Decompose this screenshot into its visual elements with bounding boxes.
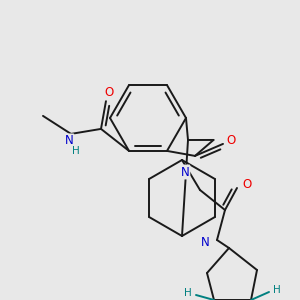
Text: H: H (184, 288, 192, 298)
Text: H: H (72, 146, 80, 156)
Text: O: O (242, 178, 252, 191)
Text: O: O (226, 134, 236, 147)
Text: N: N (201, 236, 209, 250)
Text: N: N (181, 166, 189, 178)
Text: H: H (273, 285, 281, 295)
Text: N: N (64, 134, 74, 147)
Text: O: O (104, 86, 114, 99)
